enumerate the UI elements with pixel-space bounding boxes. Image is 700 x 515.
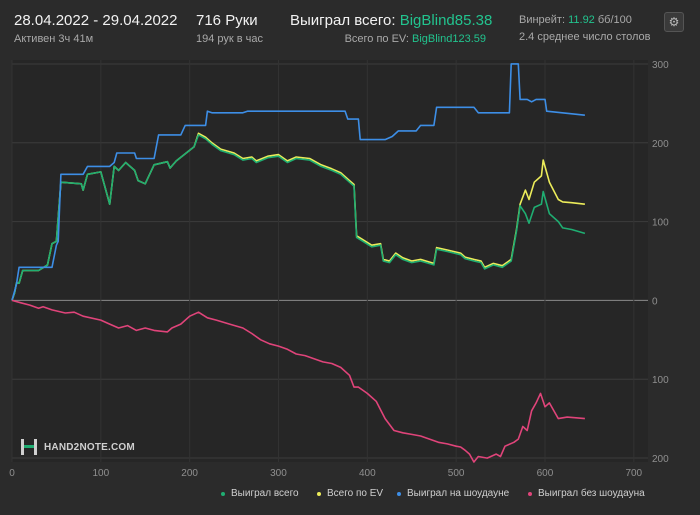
winrate: Винрейт: 11.92 бб/100 [519, 14, 632, 26]
gear-icon: ⚙ [668, 15, 680, 29]
legend-dot [317, 491, 321, 496]
legend-dot [221, 491, 225, 496]
profit-chart: 300 200 100 0 100 200 0 100 200 300 400 500 600 700 [9, 60, 669, 479]
y-tick-label: 100 [652, 218, 669, 229]
won-total: Выиграл всего: BigBlind85.38 [290, 12, 492, 29]
x-axis-ticks: 0 100 200 300 400 500 600 700 [9, 468, 642, 479]
active-time: Активен 3ч 41м [14, 33, 94, 45]
ev-total-label: Всего по EV: [344, 33, 409, 45]
y-tick-label: 300 [652, 60, 669, 71]
legend-dot [528, 491, 532, 496]
x-tick-label: 500 [448, 468, 465, 479]
legend-label: Всего по EV [327, 488, 384, 499]
legend-dot [397, 491, 401, 496]
x-tick-label: 700 [625, 468, 642, 479]
hands-count: 716 Руки [196, 12, 258, 29]
x-tick-label: 100 [92, 468, 109, 479]
y-tick-label: 100 [652, 375, 669, 386]
series-line-non-showdown [11, 299, 585, 463]
legend-label: Выиграл всего [231, 488, 299, 499]
y-tick-label: 200 [652, 454, 669, 465]
won-total-label: Выиграл всего: [290, 12, 396, 29]
grid [11, 60, 648, 462]
settings-button[interactable]: ⚙ [664, 12, 684, 32]
legend-label: Выиграл без шоудауна [538, 488, 645, 499]
ev-total: Всего по EV: BigBlind123.59 [345, 33, 486, 45]
x-tick-label: 200 [181, 468, 198, 479]
x-tick-label: 400 [359, 468, 376, 479]
hands-per-hour: 194 рук в час [196, 33, 264, 45]
logo-icon [21, 439, 37, 455]
winrate-label: Винрейт: [519, 14, 566, 26]
legend-item-showdown[interactable]: Выиграл на шоудауне [397, 488, 509, 499]
series-lines [11, 63, 586, 463]
series-line-won-total [11, 134, 586, 301]
y-tick-label: 200 [652, 139, 669, 150]
y-axis-ticks: 300 200 100 0 100 200 [652, 60, 669, 465]
y-tick-label: 0 [652, 296, 658, 307]
winrate-value: 11.92 [568, 14, 595, 26]
x-tick-label: 600 [537, 468, 554, 479]
won-total-value: BigBlind85.38 [399, 12, 493, 29]
logo-text: HAND2NOTE.COM [44, 441, 135, 453]
chart-legend: Выиграл всего Всего по EV Выиграл на шоу… [0, 488, 700, 504]
winrate-unit: бб/100 [597, 14, 632, 26]
legend-item-won-total[interactable]: Выиграл всего [221, 488, 299, 499]
legend-item-non-showdown[interactable]: Выиграл без шоудауна [528, 488, 645, 499]
hand2note-logo: HAND2NOTE.COM [20, 438, 135, 456]
legend-item-ev[interactable]: Всего по EV [317, 488, 383, 499]
x-tick-label: 0 [9, 468, 15, 479]
x-tick-label: 300 [270, 468, 287, 479]
ev-total-value: BigBlind123.59 [411, 33, 486, 45]
date-range: 28.04.2022 - 29.04.2022 [14, 12, 178, 29]
avg-tables: 2.4 среднее число столов [519, 31, 651, 43]
series-line-showdown [11, 63, 585, 301]
legend-label: Выиграл на шоудауне [407, 488, 510, 499]
stats-header: 28.04.2022 - 29.04.2022 Активен 3ч 41м 7… [0, 0, 700, 52]
plot-background [12, 60, 648, 462]
